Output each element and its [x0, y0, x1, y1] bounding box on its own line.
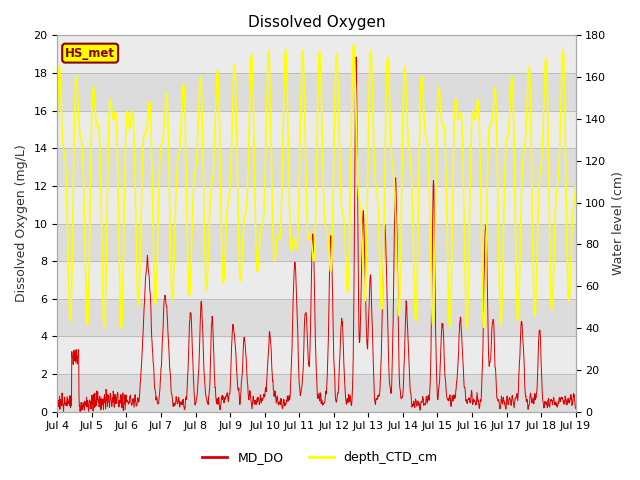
Bar — [58, 336, 575, 374]
Y-axis label: Water level (cm): Water level (cm) — [612, 171, 625, 276]
Bar — [58, 186, 575, 224]
Y-axis label: Dissolved Oxygen (mg/L): Dissolved Oxygen (mg/L) — [15, 144, 28, 302]
Bar — [58, 299, 575, 336]
Title: Dissolved Oxygen: Dissolved Oxygen — [248, 15, 385, 30]
Bar — [58, 224, 575, 261]
Bar — [58, 110, 575, 148]
Bar — [58, 374, 575, 412]
Text: HS_met: HS_met — [65, 47, 115, 60]
Bar — [58, 261, 575, 299]
Bar — [58, 36, 575, 73]
Bar — [58, 73, 575, 110]
Legend: MD_DO, depth_CTD_cm: MD_DO, depth_CTD_cm — [197, 446, 443, 469]
Bar — [58, 148, 575, 186]
